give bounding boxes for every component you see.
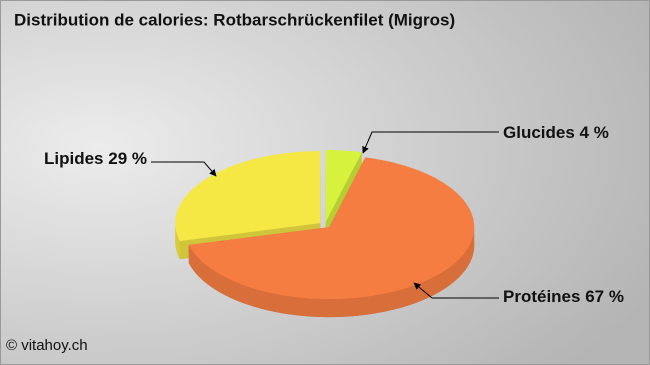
slice-top	[325, 150, 362, 223]
value-label: 4 %	[580, 123, 609, 142]
category-label: Glucides	[503, 123, 575, 142]
slice-side	[175, 223, 180, 260]
slice-top	[175, 151, 321, 242]
slice-top	[188, 157, 475, 300]
data-label: Glucides 4 %	[503, 123, 609, 142]
slice-side	[188, 227, 475, 318]
data-label: Lipides 29 %	[44, 149, 147, 168]
value-label: 67 %	[585, 287, 624, 306]
leader-line	[413, 282, 499, 299]
data-label: Protéines 67 %	[503, 287, 624, 306]
chart-title: Distribution de calories: Rotbarschrücke…	[14, 10, 455, 29]
value-label: 29 %	[108, 149, 147, 168]
leader-line	[151, 161, 217, 177]
slice	[188, 157, 475, 318]
category-label: Lipides	[44, 149, 104, 168]
category-label: Protéines	[503, 287, 580, 306]
leader-line	[362, 131, 499, 154]
credit: © vitahoy.ch	[6, 337, 88, 354]
